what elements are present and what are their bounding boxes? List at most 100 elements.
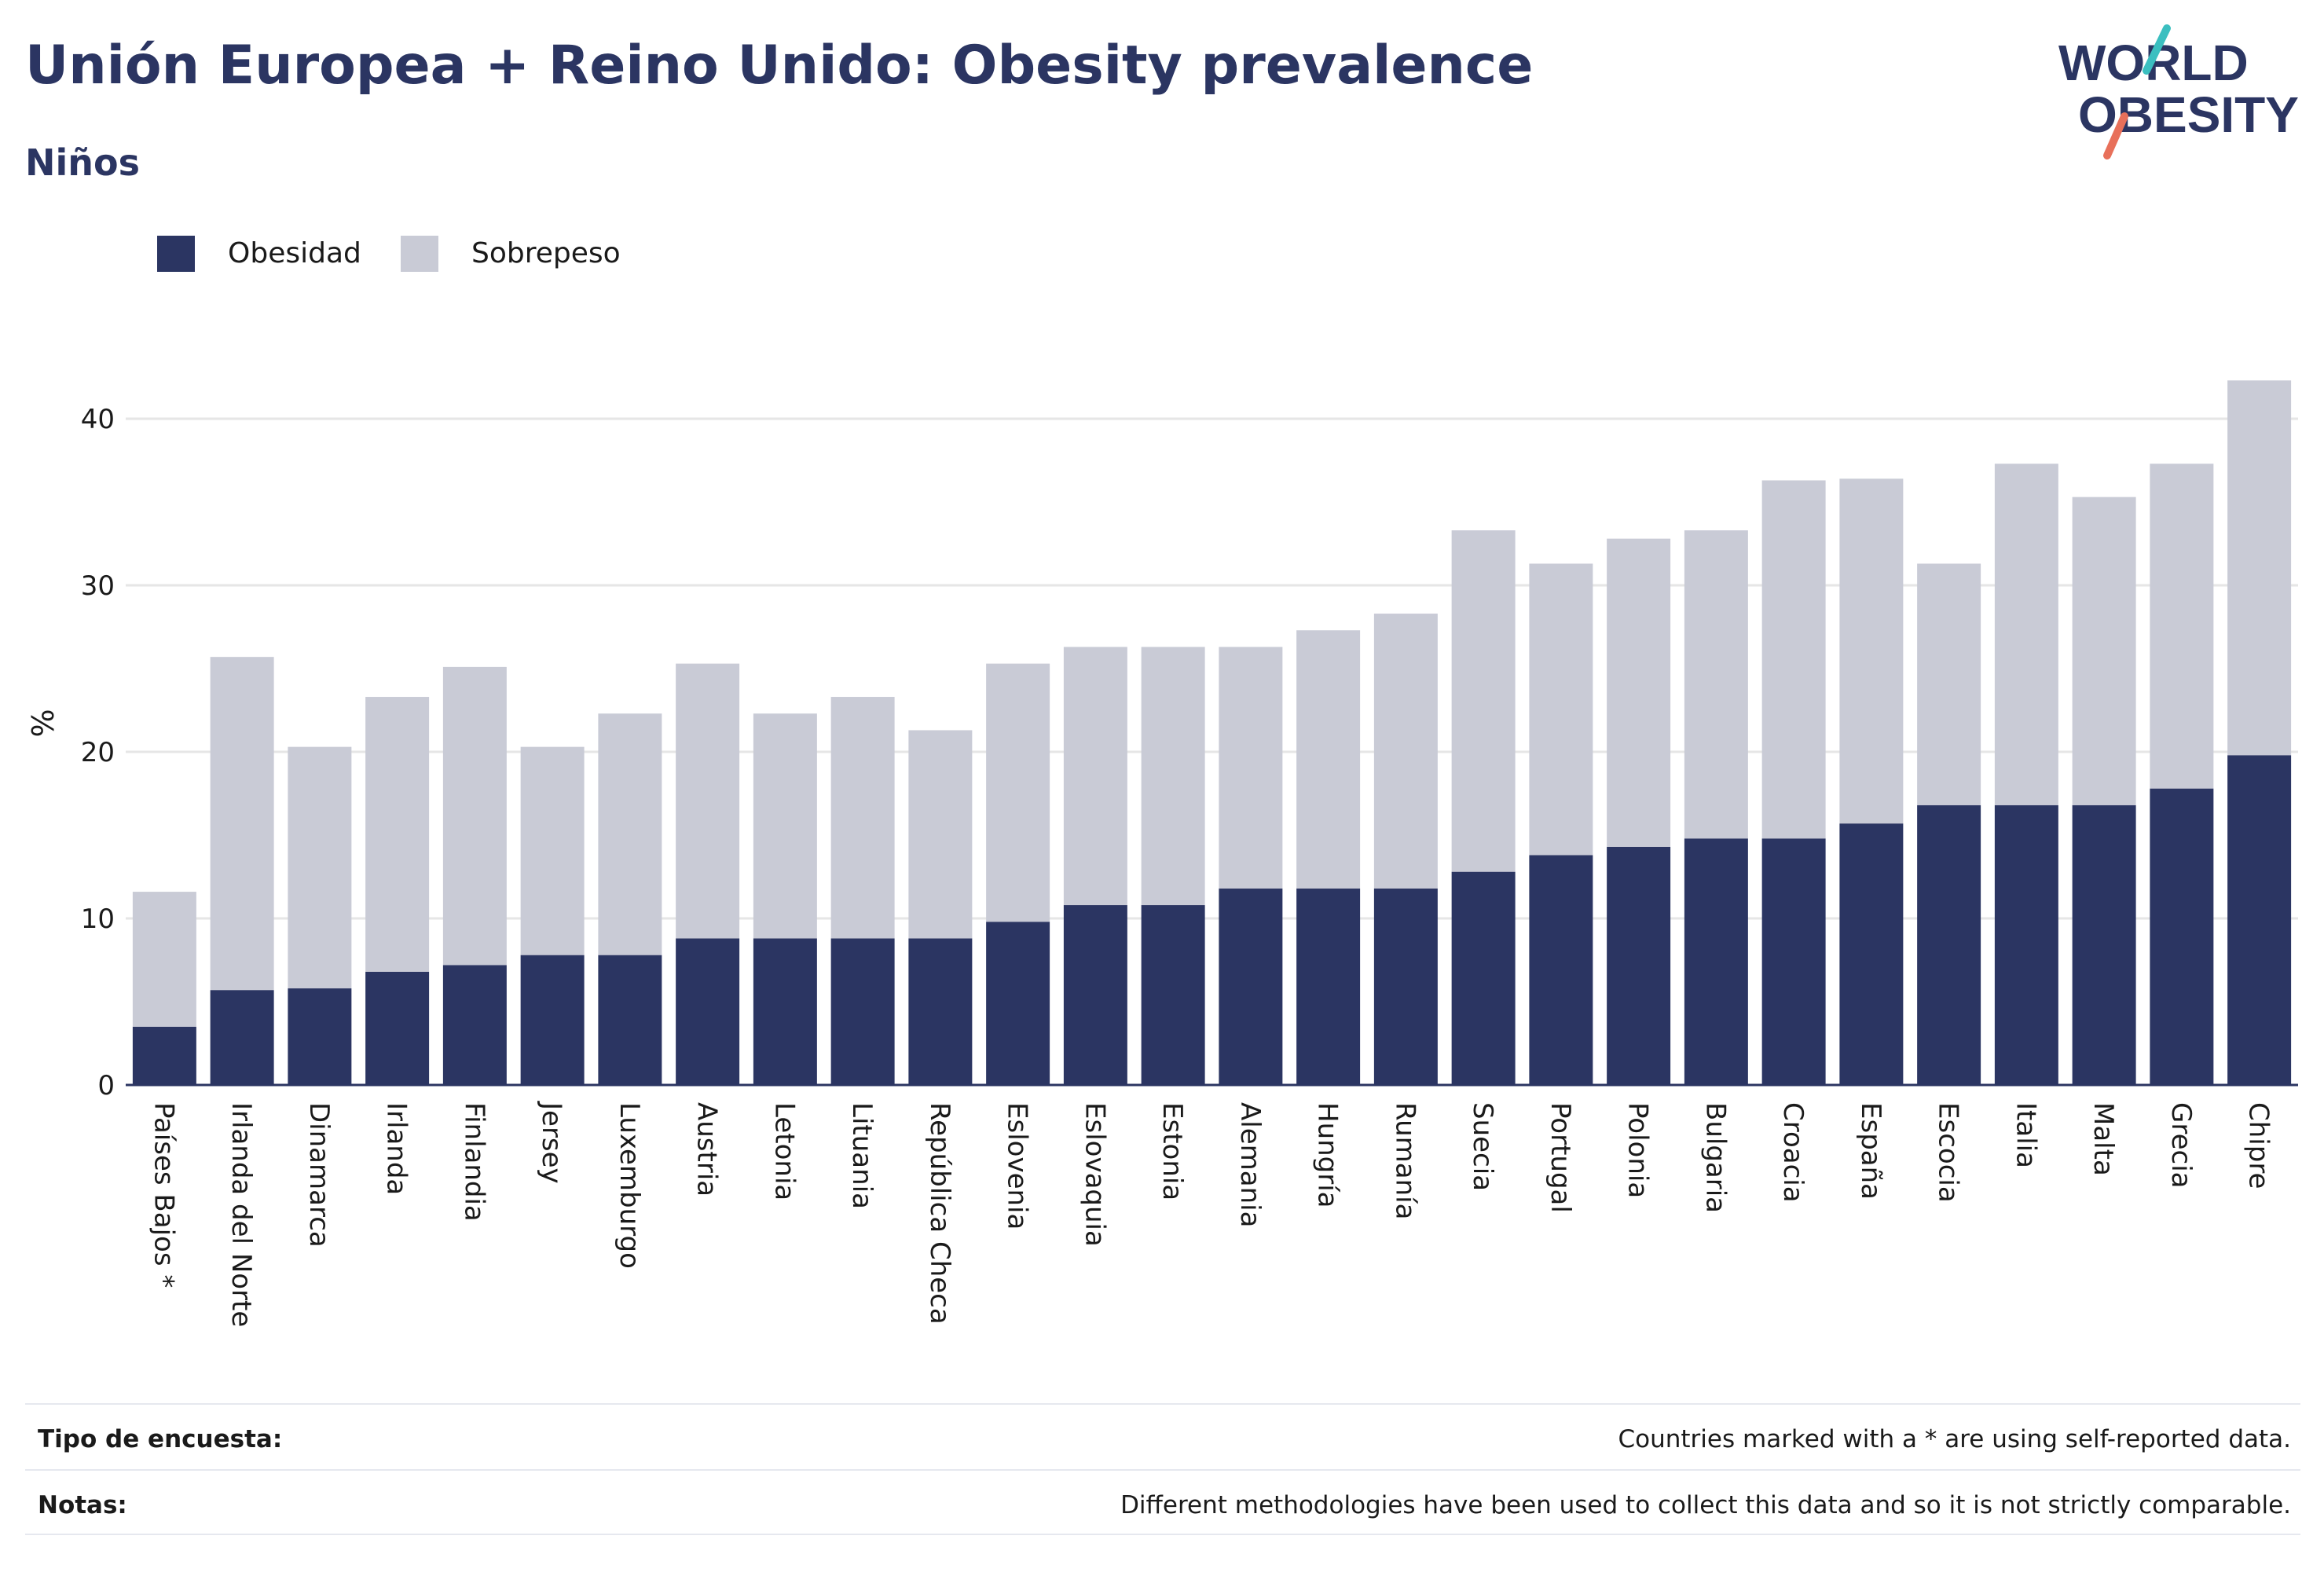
chart-plot: 0 10 20 30 40% Países Bajos * Irlanda del Nort…	[26, 380, 2298, 1327]
x-tick-label: Hungría	[1312, 1102, 1343, 1208]
bar-obesidad-8[interactable]	[753, 938, 817, 1085]
bar-sobrepeso-17[interactable]	[1451, 530, 1516, 872]
bar-obesidad-20[interactable]	[1684, 838, 1748, 1085]
x-tick-label: República Checa	[924, 1102, 955, 1325]
bar-obesidad-13[interactable]	[1141, 905, 1205, 1085]
footer-divider-top	[25, 1403, 2300, 1405]
x-tick-label: Malta	[2088, 1102, 2119, 1176]
bar-obesidad-18[interactable]	[1529, 855, 1593, 1085]
bar-sobrepeso-26[interactable]	[2150, 464, 2214, 789]
x-tick-label: Dinamarca	[303, 1102, 335, 1248]
bar-obesidad-5[interactable]	[520, 955, 585, 1085]
bar-sobrepeso-13[interactable]	[1141, 647, 1205, 906]
x-tick-label: Irlanda	[381, 1102, 412, 1195]
bar-sobrepeso-2[interactable]	[288, 746, 352, 989]
bar-obesidad-9[interactable]	[830, 938, 895, 1085]
bar-obesidad-27[interactable]	[2227, 755, 2292, 1085]
bar-sobrepeso-14[interactable]	[1219, 647, 1283, 889]
x-tick-label: Irlanda del Norte	[225, 1102, 257, 1327]
bar-obesidad-3[interactable]	[365, 971, 430, 1085]
x-tick-label: España	[1855, 1102, 1886, 1200]
bar-obesidad-19[interactable]	[1607, 846, 1671, 1085]
bar-obesidad-16[interactable]	[1373, 888, 1438, 1085]
x-tick-label: Austria	[691, 1102, 723, 1197]
y-tick-label: 40	[81, 404, 115, 435]
bar-sobrepeso-8[interactable]	[753, 713, 817, 939]
bar-sobrepeso-16[interactable]	[1373, 614, 1438, 889]
bar-obesidad-7[interactable]	[676, 938, 740, 1085]
x-tick-label: Italia	[2010, 1102, 2041, 1168]
bar-sobrepeso-19[interactable]	[1607, 538, 1671, 847]
bar-obesidad-0[interactable]	[132, 1026, 196, 1085]
x-tick-label: Letonia	[768, 1102, 800, 1200]
bar-sobrepeso-9[interactable]	[830, 697, 895, 939]
bar-obesidad-26[interactable]	[2150, 788, 2214, 1085]
bar-sobrepeso-0[interactable]	[132, 892, 196, 1027]
bar-sobrepeso-23[interactable]	[1917, 563, 1981, 805]
bar-sobrepeso-25[interactable]	[2072, 497, 2136, 805]
chart-title: Unión Europea + Reino Unido: Obesity pre…	[25, 35, 1534, 97]
x-tick-label: Eslovaquia	[1079, 1102, 1110, 1247]
bar-obesidad-10[interactable]	[908, 938, 973, 1085]
logo-slash-bottom	[2103, 112, 2128, 159]
bar-sobrepeso-22[interactable]	[1839, 478, 1904, 824]
bar-obesidad-25[interactable]	[2072, 804, 2136, 1085]
x-tick-label: Croacia	[1777, 1102, 1809, 1203]
x-tick-label: Luxemburgo	[614, 1102, 645, 1269]
bar-obesidad-23[interactable]	[1917, 804, 1981, 1085]
world-obesity-logo-mark: WORLD OBESITY	[2058, 24, 2299, 159]
y-tick-label: 20	[81, 737, 115, 768]
bar-sobrepeso-18[interactable]	[1529, 563, 1593, 856]
x-tick-label: Bulgaria	[1699, 1102, 1731, 1213]
footer-divider-middle	[25, 1469, 2300, 1471]
x-tick-label: Grecia	[2165, 1102, 2197, 1188]
bar-obesidad-21[interactable]	[1761, 838, 1826, 1085]
bar-obesidad-22[interactable]	[1839, 823, 1904, 1085]
bar-sobrepeso-4[interactable]	[442, 666, 507, 966]
bar-obesidad-17[interactable]	[1451, 871, 1516, 1085]
bar-sobrepeso-21[interactable]	[1761, 480, 1826, 839]
bar-obesidad-12[interactable]	[1063, 905, 1127, 1085]
footer-value-survey-type: Countries marked with a * are using self…	[1618, 1425, 2292, 1453]
x-tick-label: Suecia	[1467, 1102, 1498, 1191]
bar-sobrepeso-15[interactable]	[1296, 630, 1361, 889]
bar-obesidad-15[interactable]	[1296, 888, 1361, 1085]
x-tick-label: Eslovenia	[1002, 1102, 1033, 1230]
bar-sobrepeso-11[interactable]	[986, 663, 1050, 922]
x-tick-label: Polonia	[1622, 1102, 1654, 1198]
x-tick-label: Jersey	[536, 1101, 567, 1184]
legend-label-obesidad: Obesidad	[228, 237, 361, 269]
bar-obesidad-24[interactable]	[1994, 804, 2058, 1085]
legend-label-sobrepeso: Sobrepeso	[471, 237, 621, 269]
bar-sobrepeso-24[interactable]	[1994, 464, 2058, 805]
footer-key-notes: Notas:	[38, 1491, 127, 1519]
x-tick-label: Estonia	[1157, 1102, 1188, 1200]
bar-sobrepeso-1[interactable]	[210, 657, 274, 991]
bar-obesidad-11[interactable]	[986, 922, 1050, 1085]
y-tick-label: 0	[97, 1070, 115, 1101]
footer-divider-bottom	[25, 1534, 2300, 1535]
bar-sobrepeso-12[interactable]	[1063, 647, 1127, 906]
world-obesity-logo: WORLD OBESITY	[2043, 24, 2310, 165]
bar-sobrepeso-5[interactable]	[520, 746, 585, 955]
bar-obesidad-2[interactable]	[288, 988, 352, 1085]
x-tick-label: Lituania	[846, 1102, 878, 1209]
bar-sobrepeso-3[interactable]	[365, 697, 430, 972]
y-tick-label: 30	[81, 570, 115, 602]
bar-sobrepeso-7[interactable]	[676, 663, 740, 939]
bar-sobrepeso-27[interactable]	[2227, 380, 2292, 756]
bar-obesidad-1[interactable]	[210, 990, 274, 1085]
bar-sobrepeso-6[interactable]	[598, 713, 662, 955]
footer-value-notes: Different methodologies have been used t…	[1120, 1491, 2291, 1519]
x-tick-label: Alemania	[1234, 1102, 1266, 1227]
bar-obesidad-4[interactable]	[442, 965, 507, 1085]
x-tick-label: Chipre	[2243, 1102, 2275, 1189]
x-tick-label: Portugal	[1545, 1102, 1576, 1213]
bar-sobrepeso-20[interactable]	[1684, 530, 1748, 839]
footer-key-survey-type: Tipo de encuesta:	[38, 1425, 283, 1453]
bar-obesidad-6[interactable]	[598, 955, 662, 1085]
x-tick-label: Escocia	[1933, 1102, 1964, 1203]
bar-obesidad-14[interactable]	[1219, 888, 1283, 1085]
legend-swatch-sobrepeso	[401, 236, 438, 272]
bar-sobrepeso-10[interactable]	[908, 730, 973, 939]
